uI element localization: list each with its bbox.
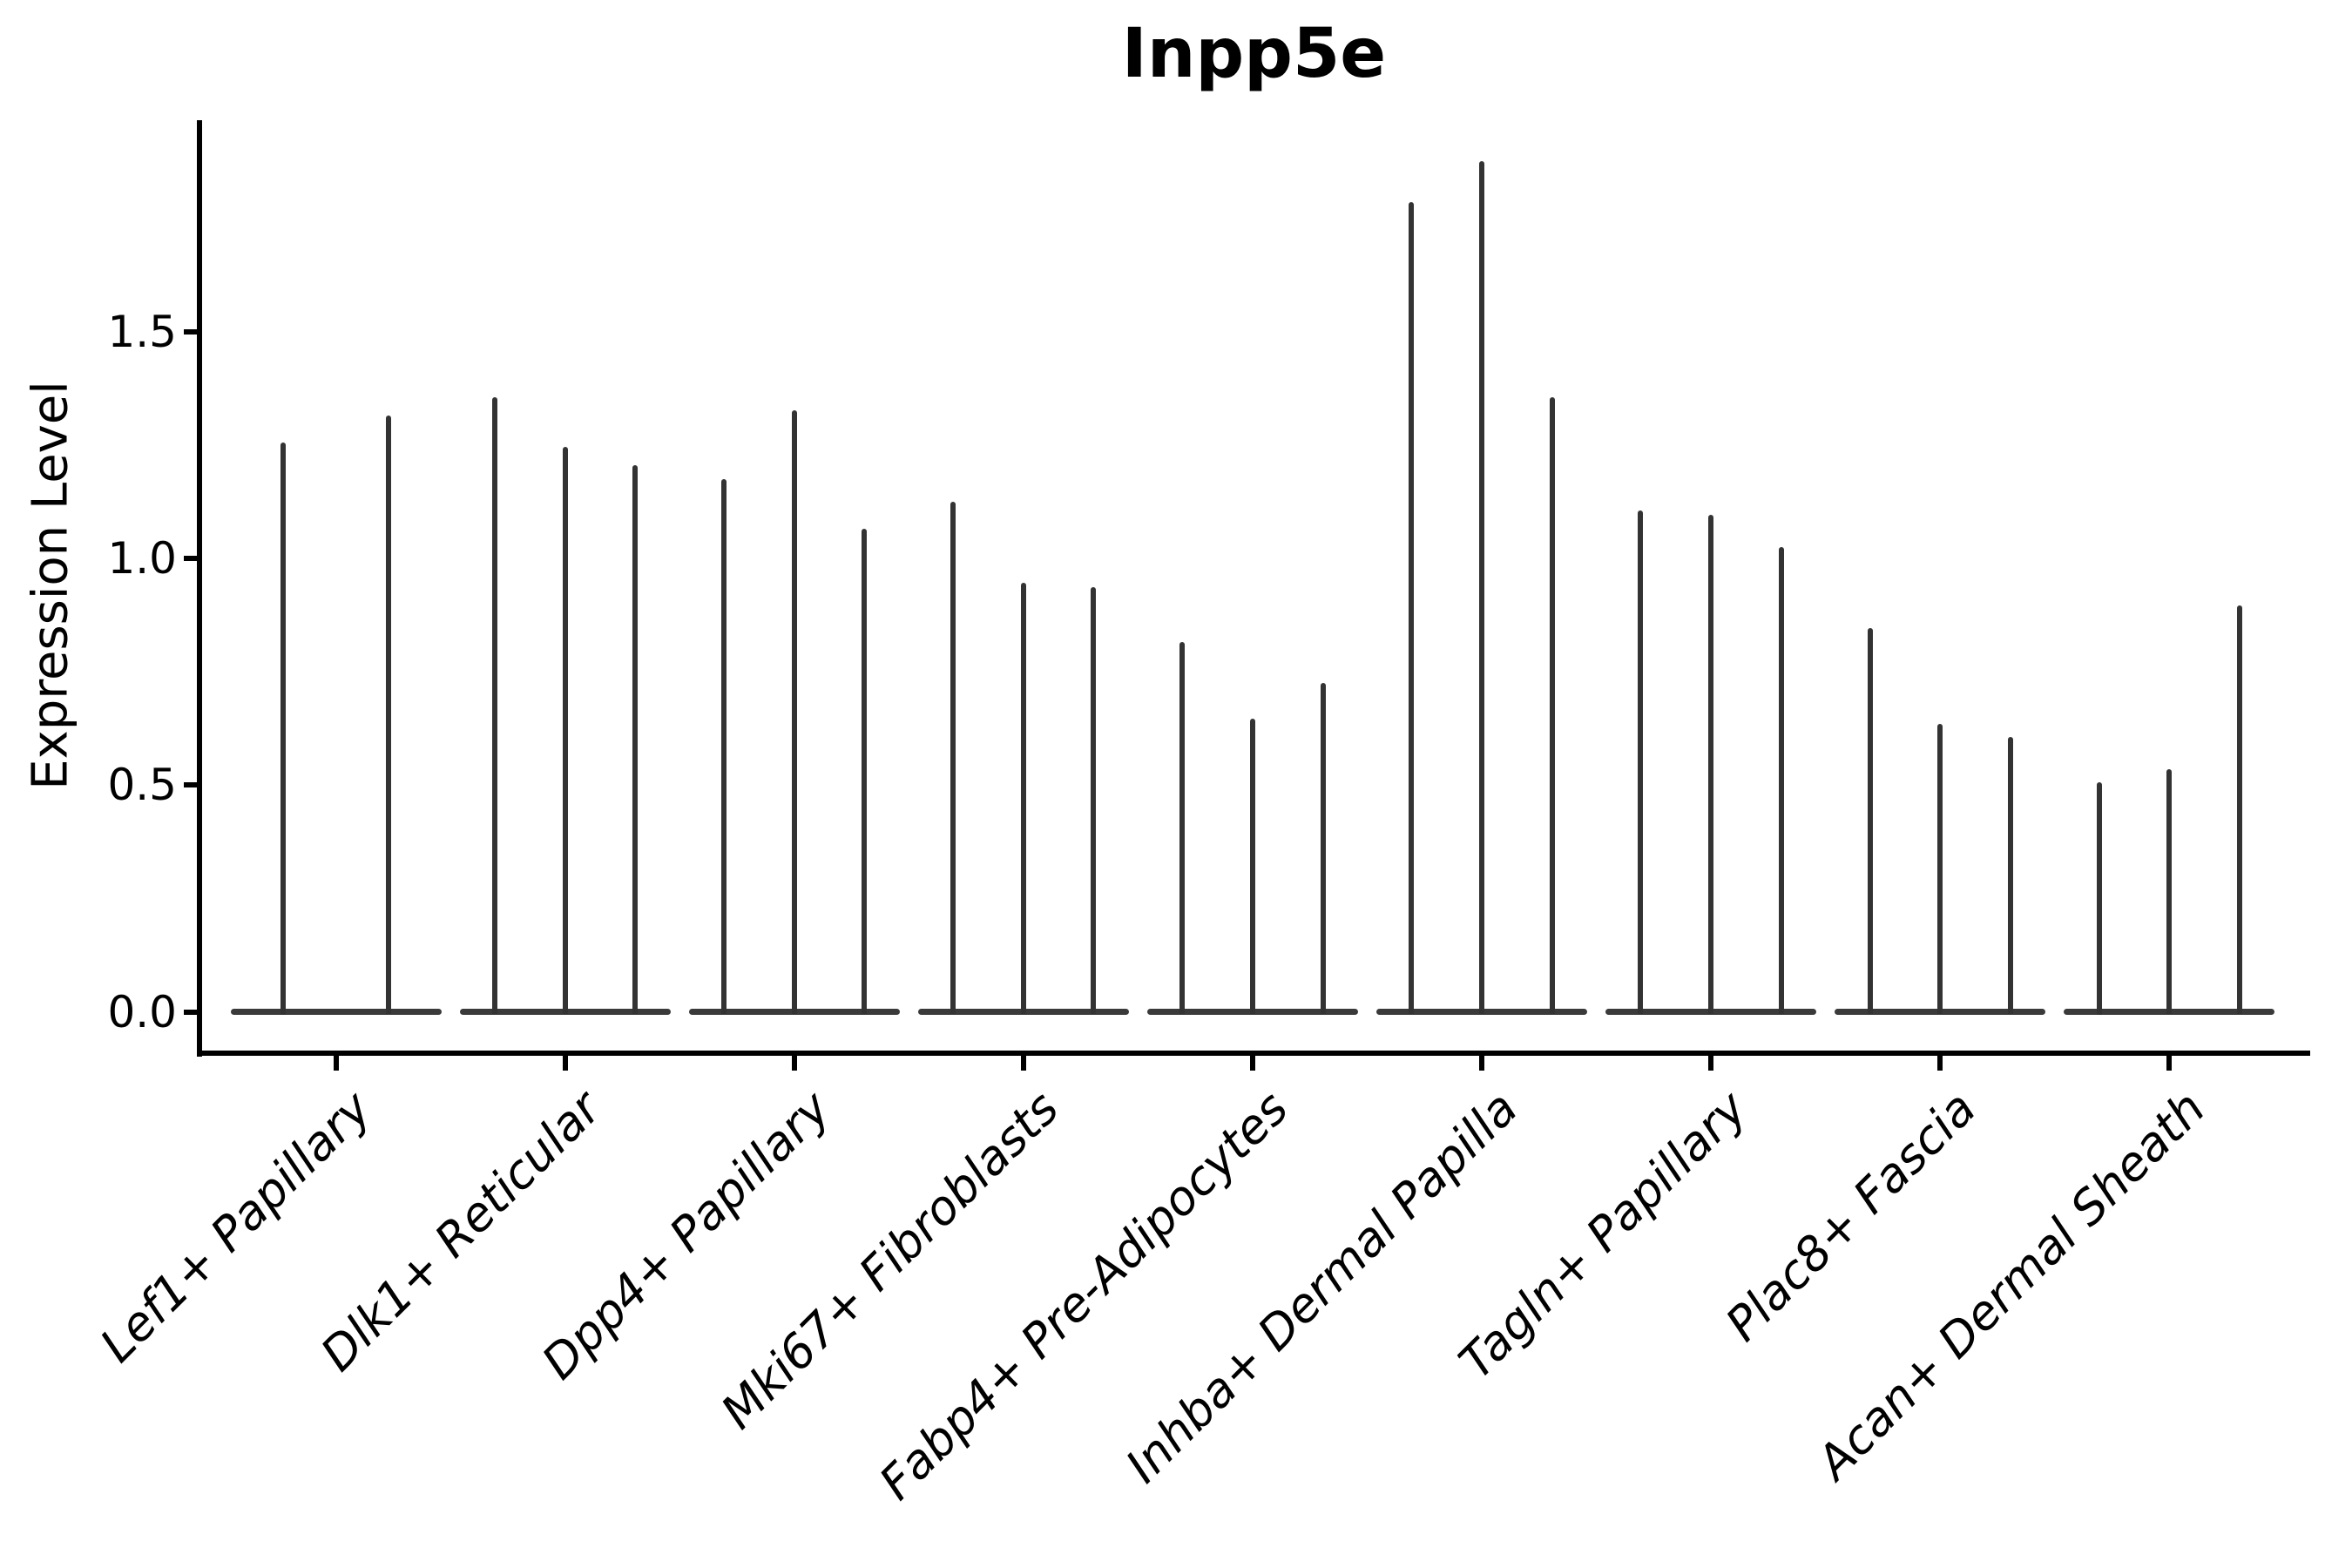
x-tick-mark	[791, 1056, 797, 1071]
y-tick-mark	[184, 782, 197, 788]
violin-spike	[1179, 641, 1186, 1015]
x-tick-mark	[562, 1056, 568, 1071]
violin-spike	[280, 442, 286, 1015]
x-tick-mark	[333, 1056, 339, 1071]
x-axis-label: Fabp4+ Pre-Adipocytes	[868, 1080, 1299, 1511]
violin-spike	[386, 415, 391, 1015]
violin-spike	[2096, 782, 2102, 1015]
violin-spike	[632, 464, 639, 1015]
x-tick-mark	[1708, 1056, 1714, 1071]
x-tick-mark	[1479, 1056, 1484, 1071]
y-tick-label: 0.5	[107, 760, 177, 811]
violin-spike	[1638, 510, 1644, 1015]
x-axis-label: Plac8+ Fascia	[1714, 1080, 1987, 1352]
violin-spike	[1937, 723, 1943, 1015]
violin-spike	[2236, 605, 2242, 1015]
x-axis-label: Inhba+ Dermal Papilla	[1115, 1080, 1529, 1494]
x-tick-mark	[1937, 1056, 1943, 1071]
y-tick-label: 1.5	[107, 306, 177, 357]
violin-spike	[1778, 546, 1784, 1015]
violin-spike	[1020, 583, 1026, 1015]
violin-spike	[791, 410, 797, 1015]
x-axis-line	[197, 1051, 2310, 1056]
violin-spike	[2007, 737, 2013, 1015]
violin-spike	[2166, 768, 2173, 1015]
y-axis-title: Expression Level	[22, 381, 79, 790]
violin-spike	[1549, 396, 1555, 1015]
violin-spike	[721, 478, 727, 1015]
violin-spike	[1091, 587, 1097, 1015]
violin-spike	[1867, 628, 1873, 1015]
y-tick-label: 1.0	[107, 533, 177, 584]
x-tick-mark	[1249, 1056, 1255, 1071]
y-tick-label: 0.0	[107, 986, 177, 1037]
x-tick-mark	[1020, 1056, 1026, 1071]
violin-spike	[491, 396, 497, 1015]
violin-spike	[1320, 682, 1326, 1015]
violin-spike	[1409, 202, 1415, 1015]
y-tick-mark	[184, 328, 197, 335]
violin-spike	[1249, 719, 1255, 1015]
x-tick-mark	[2166, 1056, 2173, 1071]
x-axis-label: Acan+ Dermal Sheath	[1806, 1080, 2216, 1490]
violin-spike	[950, 501, 956, 1015]
violin-spike	[562, 447, 568, 1015]
y-axis-line	[197, 120, 202, 1057]
chart-title: Inpp5e	[1121, 15, 1387, 93]
violin-spike	[1708, 515, 1714, 1015]
violin-baseline	[230, 1009, 442, 1015]
y-tick-mark	[184, 1009, 197, 1015]
y-tick-mark	[184, 556, 197, 561]
violin-spike	[862, 528, 868, 1015]
violin-spike	[1479, 161, 1484, 1015]
